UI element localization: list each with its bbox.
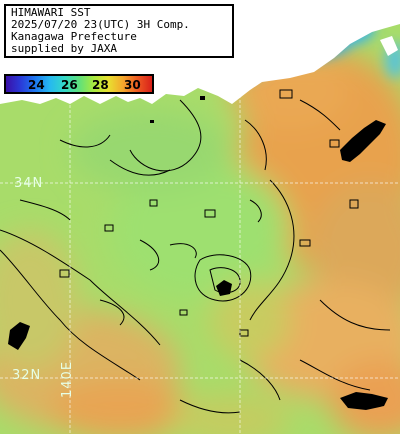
- temperature-colorbar: 24 26 28 30: [4, 74, 154, 94]
- lat-label-34n: 34N: [14, 176, 43, 191]
- legend-label-26: 26: [61, 78, 78, 92]
- legend-label-28: 28: [92, 78, 109, 92]
- lon-label-140e: 140E: [60, 361, 75, 398]
- lat-label-32n: 32N: [12, 368, 41, 383]
- title-line-supplier: supplied by JAXA: [11, 43, 232, 55]
- legend-label-24: 24: [28, 78, 45, 92]
- legend-label-30: 30: [124, 78, 141, 92]
- title-box: HIMAWARI SST 2025/07/20 23(UTC) 3H Comp.…: [4, 4, 234, 58]
